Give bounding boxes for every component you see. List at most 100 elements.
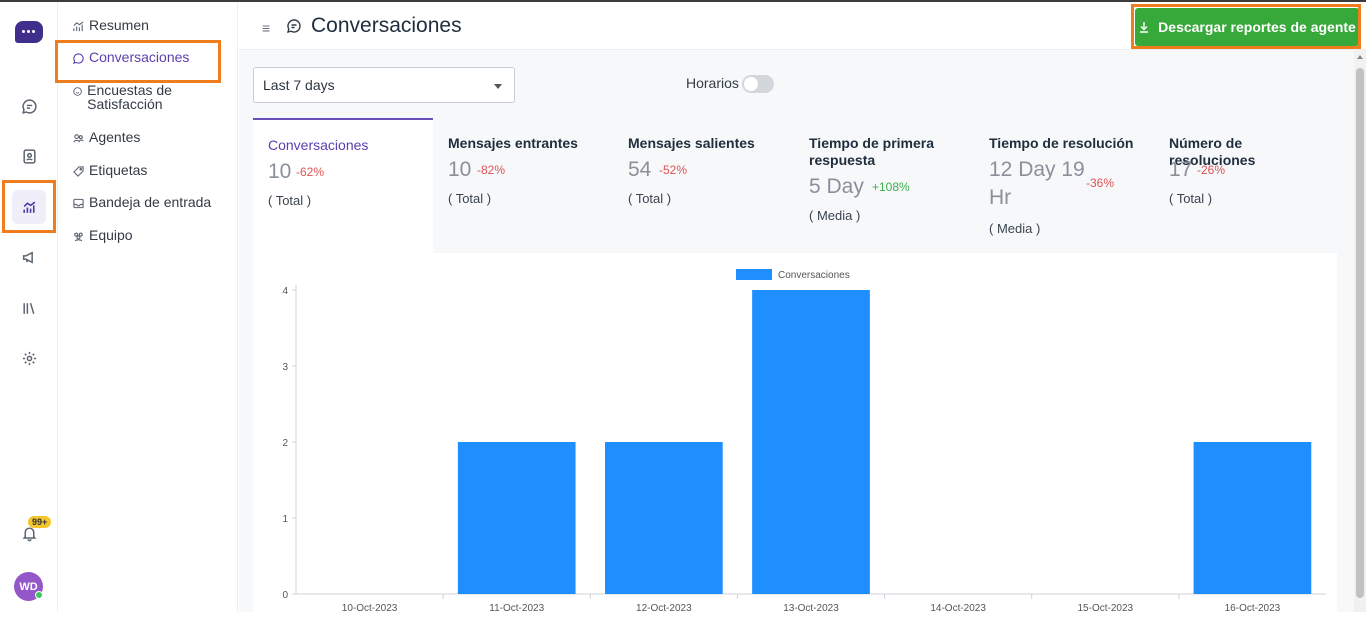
page-title: Conversaciones <box>311 14 462 37</box>
metric-change: -52% <box>659 163 688 177</box>
chevron-down-icon <box>494 84 502 89</box>
metric-card-resolucion[interactable]: Tiempo de resolución 12 Day 19 Hr -36% (… <box>974 118 1154 254</box>
notification-count-badge: 99+ <box>28 516 52 528</box>
metric-card-mensajes-salientes[interactable]: Mensajes salientes 54 -52% ( Total ) <box>613 118 793 254</box>
metric-title: Tiempo de primera respuesta <box>809 135 935 168</box>
metric-value: 17 <box>1169 158 1193 181</box>
y-tick-label: 4 <box>282 286 288 297</box>
metric-card-resoluciones[interactable]: Número de resoluciones 17 -26% ( Total ) <box>1154 118 1334 254</box>
reports-sidebar: Resumen Conversaciones Encuestas de Sati… <box>59 2 238 612</box>
y-tick-label: 0 <box>282 590 288 601</box>
metric-change: -26% <box>1197 163 1226 177</box>
window-top-border <box>0 0 1366 2</box>
y-tick-label: 3 <box>282 362 288 373</box>
metric-change: -36% <box>1086 176 1115 190</box>
chart-line-icon <box>73 21 84 32</box>
x-tick-label: 10-Oct-2023 <box>342 603 398 612</box>
metric-aggregation: ( Media ) <box>809 208 861 223</box>
metric-value: 5 Day <box>809 175 864 198</box>
metric-change: -82% <box>477 163 506 177</box>
sidebar-item-label: Conversaciones <box>89 49 190 65</box>
metric-title: Mensajes entrantes <box>448 135 578 151</box>
metric-value: 10 <box>448 158 472 181</box>
sidebar-item-bandeja[interactable]: Bandeja de entrada <box>73 195 211 209</box>
reports-rail-icon[interactable] <box>12 190 46 224</box>
business-hours-toggle[interactable] <box>742 75 774 93</box>
sidebar-item-label: Equipo <box>89 227 133 243</box>
conversations-chart: 0 1 2 3 4 10-Oct-2023 11-Oct-2023 12-Oct-2023 13… <box>253 253 1337 614</box>
legend-swatch <box>736 269 772 280</box>
app-logo-icon[interactable] <box>15 21 43 43</box>
metric-aggregation: ( Total ) <box>448 191 492 206</box>
tag-icon <box>73 166 84 177</box>
sidebar-item-conversaciones[interactable]: Conversaciones <box>73 50 189 64</box>
scroll-up-arrow-icon[interactable] <box>1357 55 1363 59</box>
x-tick-label: 13-Oct-2023 <box>783 603 839 612</box>
x-tick-label: 11-Oct-2023 <box>489 603 544 612</box>
bar-chart-svg: 0 1 2 3 4 10-Oct-2023 11-Oct-2023 12-Oct-2023 13… <box>282 269 1326 614</box>
x-tick-label: 12-Oct-2023 <box>636 603 692 612</box>
team-icon <box>74 232 83 242</box>
metric-card-conversaciones[interactable]: Conversaciones 10 -62% ( Total ) <box>253 118 433 254</box>
sidebar-item-encuestas[interactable]: Encuestas de Satisfacción <box>73 83 223 111</box>
scrollbar-thumb[interactable] <box>1356 68 1364 598</box>
notifications-bell-icon[interactable] <box>12 516 46 550</box>
y-tick-label: 1 <box>282 514 288 525</box>
page-scrollbar[interactable] <box>1354 50 1366 612</box>
sidebar-item-label: Bandeja de entrada <box>89 194 212 210</box>
sidebar-item-equipo[interactable]: Equipo <box>73 228 133 242</box>
chart-bar <box>752 290 870 594</box>
conversaciones-menu-highlight <box>55 40 221 83</box>
download-button-highlight <box>1131 4 1361 49</box>
y-tick-label: 2 <box>282 438 288 449</box>
icon-rail: 99+ WD <box>0 2 58 612</box>
metric-title: Tiempo de resolución <box>989 135 1134 151</box>
inbox-icon <box>73 198 84 209</box>
smiley-icon <box>73 87 82 96</box>
date-range-value: Last 7 days <box>263 77 335 93</box>
metric-card-mensajes-entrantes[interactable]: Mensajes entrantes 10 -82% ( Total ) <box>433 118 613 254</box>
metric-change: -62% <box>296 165 325 179</box>
sidebar-item-etiquetas[interactable]: Etiquetas <box>73 163 147 177</box>
date-range-select[interactable]: Last 7 days <box>253 67 515 103</box>
metric-value: 12 Day 19 Hr <box>989 158 1085 209</box>
contacts-rail-icon[interactable] <box>12 139 46 173</box>
chart-bar <box>605 442 723 594</box>
download-reports-button[interactable]: Descargar reportes de agente <box>1135 8 1359 46</box>
metric-change: +108% <box>872 180 910 194</box>
campaigns-megaphone-icon[interactable] <box>12 240 46 274</box>
metric-aggregation: ( Total ) <box>1169 191 1213 206</box>
metric-card-primera-respuesta[interactable]: Tiempo de primera respuesta 5 Day +108% … <box>794 118 974 254</box>
chat-bubble-icon <box>73 53 84 64</box>
legend-label: Conversaciones <box>778 270 850 281</box>
metric-aggregation: ( Total ) <box>268 193 312 208</box>
people-icon <box>73 134 84 143</box>
page-header: ≡ Conversaciones Descargar reportes de a… <box>239 2 1366 50</box>
sidebar-item-label: Etiquetas <box>89 162 148 178</box>
metric-title: Número de resoluciones <box>1169 135 1256 168</box>
x-tick-label: 15-Oct-2023 <box>1077 603 1133 612</box>
user-avatar[interactable]: WD <box>14 572 43 601</box>
metric-value: 54 <box>628 158 652 181</box>
library-books-icon[interactable] <box>12 291 46 325</box>
x-tick-label: 16-Oct-2023 <box>1225 603 1281 612</box>
sidebar-item-agentes[interactable]: Agentes <box>73 130 140 144</box>
x-tick-label: 14-Oct-2023 <box>930 603 986 612</box>
conversations-rail-icon[interactable] <box>12 89 46 123</box>
chat-bubble-icon <box>287 19 301 33</box>
chart-bar <box>457 442 576 594</box>
sidebar-item-label: Agentes <box>89 129 141 145</box>
metric-value: 10 <box>268 160 292 183</box>
online-status-dot <box>35 591 43 599</box>
settings-gear-icon[interactable] <box>12 341 46 375</box>
metric-title: Conversaciones <box>268 137 369 153</box>
menu-toggle-icon[interactable]: ≡ <box>262 20 271 36</box>
reports-rail-highlight <box>2 180 56 233</box>
sidebar-item-label: Resumen <box>89 17 149 33</box>
metric-aggregation: ( Media ) <box>989 221 1041 236</box>
main-content: ≡ Conversaciones Descargar reportes de a… <box>239 2 1366 614</box>
sidebar-item-resumen[interactable]: Resumen <box>73 18 149 32</box>
chart-bar <box>1193 442 1312 594</box>
download-icon <box>1140 22 1149 33</box>
business-hours-label: Horarios <box>686 75 739 91</box>
